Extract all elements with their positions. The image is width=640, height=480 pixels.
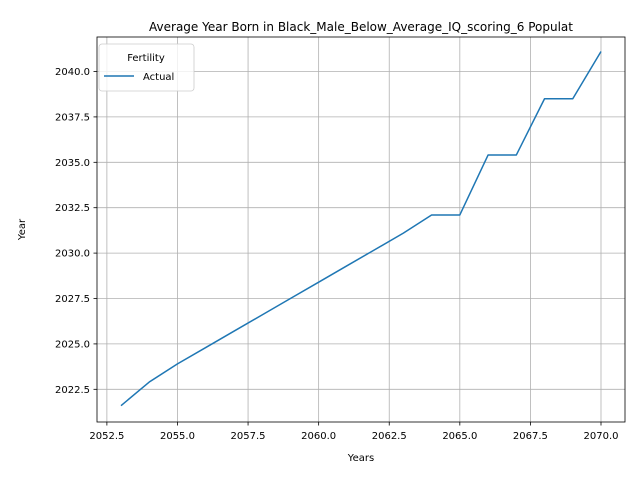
x-tick-label: 2060.0 — [301, 431, 336, 442]
y-tick-label: 2040.0 — [55, 67, 90, 78]
x-tick-label: 2070.0 — [584, 431, 619, 442]
grid — [97, 37, 625, 422]
legend-box — [98, 43, 195, 92]
y-axis: 2022.5 2025.0 2027.5 2030.0 2032.5 2035.0 2037… — [55, 67, 97, 396]
plot-frame — [96, 36, 626, 423]
y-axis-label: Year — [17, 218, 28, 241]
x-tick-label: 2052.5 — [89, 431, 124, 442]
y-tick-label: 2035.0 — [55, 158, 90, 169]
x-axis: 2052.5 2055.0 2057.5 2060.0 2062.5 2065.0 2067… — [89, 422, 619, 442]
legend-label: Actual — [143, 72, 174, 83]
y-tick-label: 2030.0 — [55, 249, 90, 260]
x-tick-label: 2057.5 — [231, 431, 266, 442]
x-tick-label: 2065.0 — [442, 431, 477, 442]
x-tick-label: 2062.5 — [372, 431, 407, 442]
y-tick-label: 2022.5 — [55, 385, 90, 396]
x-axis-label: Years — [347, 453, 374, 464]
series-layer — [120, 51, 602, 407]
y-tick-label: 2032.5 — [55, 203, 90, 214]
chart-title: Average Year Born in Black_Male_Below_Av… — [149, 20, 573, 34]
series-line-actual — [120, 51, 602, 407]
y-tick-label: 2025.0 — [55, 339, 90, 350]
x-tick-label: 2067.5 — [513, 431, 548, 442]
legend: Fertility Actual — [98, 43, 195, 92]
y-tick-label: 2027.5 — [55, 294, 90, 305]
x-tick-label: 2055.0 — [160, 431, 195, 442]
y-tick-label: 2037.5 — [55, 112, 90, 123]
legend-title: Fertility — [127, 53, 165, 64]
